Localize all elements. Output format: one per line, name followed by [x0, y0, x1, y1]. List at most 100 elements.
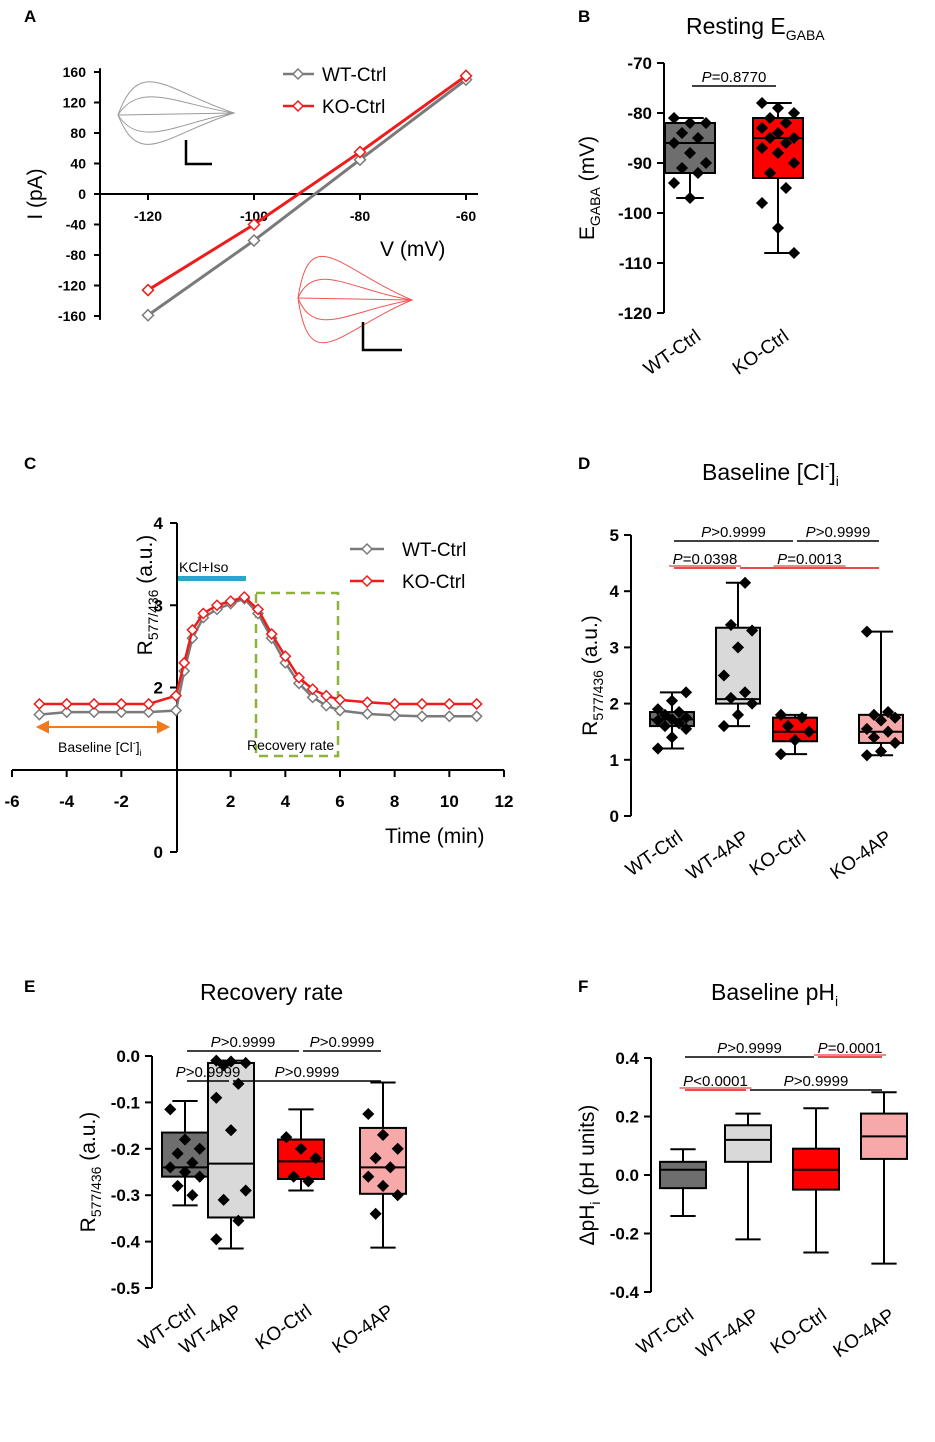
- panel-d-title: Baseline [Cl-]i: [702, 457, 839, 489]
- y-tick-label: 0.4: [615, 1049, 639, 1068]
- diamond-point-icon: [287, 1170, 300, 1183]
- panel-f-title: Baseline pHi: [711, 979, 838, 1009]
- panel-letter-e: E: [24, 977, 35, 996]
- category-label: WT-Ctrl: [622, 827, 687, 881]
- diamond-marker-icon: [333, 704, 347, 717]
- diamond-marker-icon: [141, 308, 155, 322]
- y-axis-label: I (pA): [24, 168, 47, 219]
- recovery-rate-box: [254, 591, 340, 758]
- diamond-point-icon: [717, 720, 730, 733]
- y-tick-label: -0.4: [111, 1233, 141, 1252]
- diamond-point-icon: [755, 121, 769, 135]
- diamond-point-icon: [874, 714, 888, 727]
- panel-letter-a: A: [24, 7, 36, 26]
- diamond-marker-icon: [291, 99, 305, 113]
- diamond-point-icon: [788, 734, 802, 747]
- diamond-marker-icon: [33, 708, 46, 721]
- diamond-point-icon: [860, 625, 873, 638]
- x-tick-label: 2: [226, 792, 235, 811]
- baseline-label: Baseline [Cl-]i: [58, 738, 142, 758]
- diamond-point-icon: [391, 1142, 404, 1155]
- diamond-point-icon: [667, 136, 681, 150]
- diamond-point-icon: [787, 156, 801, 170]
- diamond-marker-icon: [279, 650, 292, 663]
- y-tick-label: 0.2: [615, 1108, 639, 1127]
- diamond-point-icon: [771, 101, 785, 115]
- category-label: KO-4AP: [827, 827, 896, 884]
- diamond-marker-icon: [224, 595, 237, 608]
- y-tick-label: 4: [610, 582, 620, 601]
- recovery-rate-label: Recovery rate: [247, 737, 334, 753]
- diamond-point-icon: [755, 141, 769, 155]
- y-tick-label: -0.2: [610, 1225, 639, 1244]
- y-tick-label: 1: [610, 751, 619, 770]
- series-line-wt-ctrl: [147, 78, 467, 317]
- diamond-point-icon: [217, 1193, 230, 1206]
- diamond-point-icon: [763, 111, 777, 125]
- diamond-point-icon: [193, 1142, 206, 1155]
- diamond-point-icon: [667, 176, 681, 190]
- diamond-point-icon: [362, 1107, 375, 1121]
- diamond-point-icon: [860, 749, 873, 762]
- diamond-point-icon: [699, 116, 713, 130]
- x-axis-label: Time (min): [385, 825, 485, 848]
- y-tick-label: -0.1: [111, 1093, 140, 1112]
- diamond-point-icon: [683, 146, 697, 160]
- y-tick-label: -80: [627, 104, 652, 123]
- diamond-point-icon: [239, 1056, 252, 1070]
- diamond-point-icon: [675, 126, 689, 140]
- diamond-point-icon: [683, 191, 697, 205]
- diamond-point-icon: [691, 166, 705, 180]
- legend-label: KO-Ctrl: [322, 97, 385, 118]
- y-tick-label: -120: [618, 304, 652, 323]
- diamond-marker-icon: [388, 697, 401, 711]
- p-value-label: P<0.0001: [683, 1073, 748, 1090]
- diamond-point-icon: [867, 708, 881, 721]
- diamond-marker-icon: [443, 697, 456, 711]
- box-wt-4ap: [715, 626, 761, 705]
- diamond-point-icon: [774, 708, 787, 721]
- y-tick-label: 0.0: [615, 1166, 639, 1185]
- diamond-marker-icon: [360, 574, 374, 588]
- diamond-point-icon: [369, 1207, 382, 1220]
- diamond-marker-icon: [169, 704, 183, 717]
- x-tick-label: -120: [134, 208, 162, 224]
- y-tick-label: 2: [610, 695, 619, 714]
- x-tick-label: 8: [390, 792, 399, 811]
- diamond-marker-icon: [142, 697, 155, 711]
- diamond-point-icon: [881, 705, 895, 719]
- diamond-point-icon: [239, 1184, 252, 1197]
- diamond-point-icon: [178, 1165, 192, 1179]
- diamond-point-icon: [651, 714, 664, 727]
- y-axis-label: R577/436 (a.u.): [579, 615, 606, 736]
- diamond-point-icon: [774, 748, 787, 761]
- y-tick-label: 160: [63, 64, 87, 80]
- diamond-marker-icon: [443, 710, 456, 723]
- diamond-point-icon: [889, 736, 902, 750]
- y-tick-label: -40: [66, 217, 86, 233]
- diamond-point-icon: [376, 1179, 390, 1192]
- panel-f-box-chart: 0.4 0.2 0.0 -0.2 -0.4 ΔpHi (pH units) WT-CtrlW…: [576, 1040, 908, 1363]
- diamond-marker-icon: [186, 623, 199, 636]
- x-tick-label: 10: [440, 792, 459, 811]
- category-label: KO-Ctrl: [767, 1305, 831, 1359]
- diamond-point-icon: [376, 1128, 390, 1141]
- diamond-point-icon: [210, 1054, 223, 1067]
- diamond-marker-icon: [33, 697, 46, 711]
- diamond-point-icon: [763, 166, 777, 180]
- diamond-point-icon: [731, 708, 745, 721]
- diamond-marker-icon: [247, 217, 261, 232]
- diamond-point-icon: [889, 711, 902, 724]
- diamond-point-icon: [280, 1131, 293, 1144]
- diamond-point-icon: [294, 1142, 308, 1155]
- diamond-marker-icon: [353, 153, 367, 167]
- panel-letter-b: B: [578, 7, 590, 26]
- diamond-marker-icon: [470, 697, 483, 711]
- diamond-point-icon: [362, 1170, 375, 1183]
- scale-bar-icon: [184, 140, 212, 166]
- diamond-marker-icon: [60, 697, 73, 711]
- diamond-point-icon: [302, 1175, 315, 1188]
- panel-b-box-chart: -70 -80 -90 -100 -110 -120 EGABA (mV) WT-Ctrl KO…: [576, 54, 804, 380]
- category-label: KO-Ctrl: [252, 1301, 316, 1355]
